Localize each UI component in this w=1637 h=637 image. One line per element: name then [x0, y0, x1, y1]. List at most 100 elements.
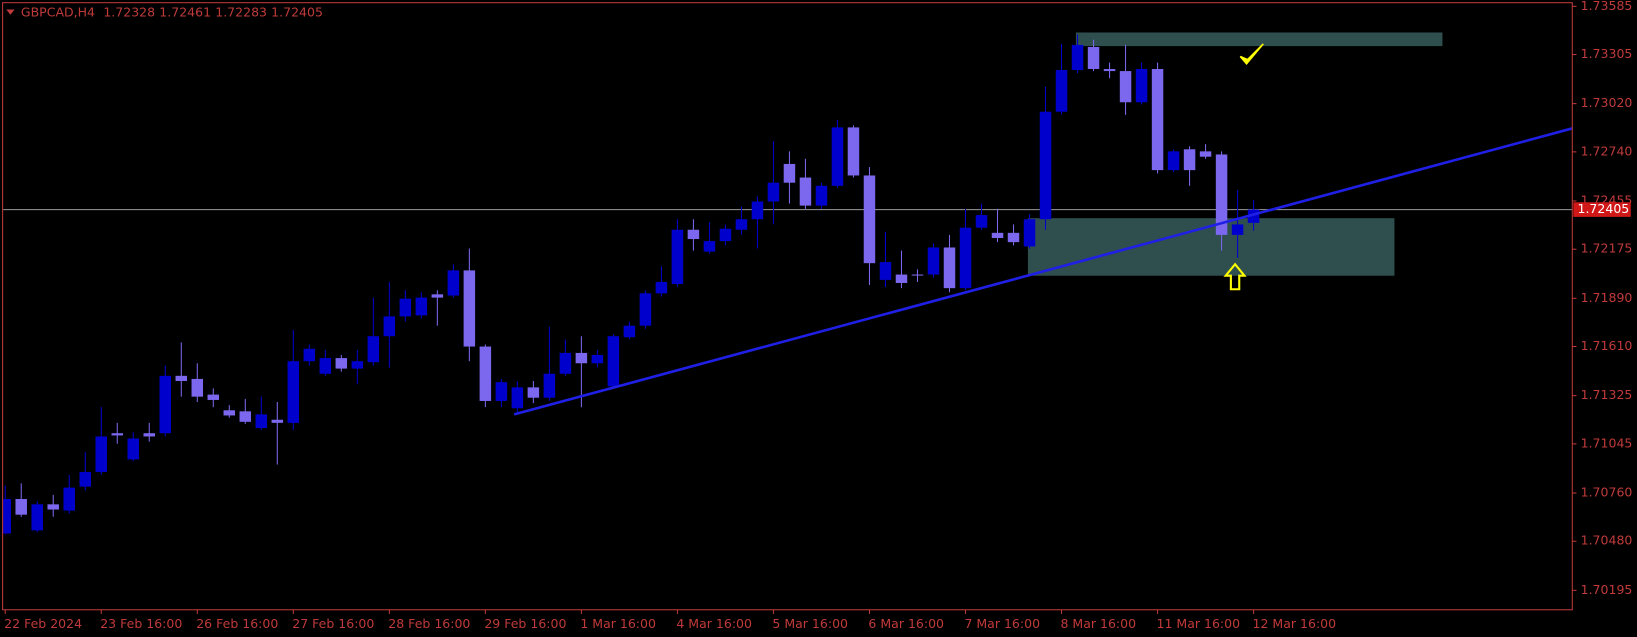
- candle-body: [847, 127, 860, 176]
- candle-body: [1071, 44, 1084, 71]
- candle-body: [1183, 149, 1196, 171]
- x-tick-label: 28 Feb 16:00: [388, 616, 470, 631]
- candle-body: [655, 281, 668, 294]
- candle-body: [671, 229, 684, 285]
- price-tag-bg: [1573, 202, 1631, 217]
- candle-body: [575, 352, 588, 364]
- candle-body: [559, 352, 572, 374]
- menu-arrow[interactable]: [6, 9, 15, 15]
- candle-body: [1167, 151, 1180, 171]
- candle-body: [543, 373, 556, 398]
- candle-body: [687, 229, 700, 240]
- candle-body: [1039, 111, 1052, 220]
- candle-body: [879, 262, 892, 280]
- candle-body: [127, 438, 139, 460]
- x-tick-label: 29 Feb 16:00: [484, 616, 566, 631]
- zone: [1075, 32, 1443, 47]
- candle-body: [111, 433, 123, 436]
- candle-body: [1215, 154, 1228, 235]
- candle-body: [719, 228, 732, 242]
- candle-body: [223, 410, 236, 416]
- plot-area: [3, 32, 1573, 535]
- trendline: [513, 127, 1573, 416]
- x-tick-label: 11 Mar 16:00: [1157, 616, 1241, 631]
- y-tick-label: 1.70195: [1581, 582, 1633, 597]
- candle-body: [255, 414, 268, 429]
- candle-body: [1151, 69, 1164, 171]
- candle-body: [591, 354, 604, 364]
- x-tick-label: 1 Mar 16:00: [580, 616, 656, 631]
- candle-body: [399, 298, 412, 317]
- candle-body: [735, 219, 748, 230]
- header-high: 1.72461: [159, 4, 211, 19]
- candle-body: [271, 419, 284, 423]
- candle-body: [303, 348, 316, 362]
- candle-body: [815, 185, 828, 206]
- y-tick-label: 1.72740: [1581, 143, 1633, 158]
- candle-body: [47, 504, 59, 510]
- candle-body: [207, 394, 220, 400]
- candle-body: [95, 436, 107, 472]
- x-tick-label: 5 Mar 16:00: [772, 616, 848, 631]
- x-tick-label: 8 Mar 16:00: [1060, 616, 1136, 631]
- candle-body: [1055, 70, 1068, 112]
- candle-body: [1007, 232, 1020, 243]
- candle-body: [415, 297, 428, 316]
- candle-body: [639, 293, 652, 326]
- y-tick-label: 1.70480: [1581, 533, 1633, 548]
- candle-body: [767, 182, 780, 202]
- candle-body: [3, 499, 11, 534]
- x-tick-label: 7 Mar 16:00: [964, 616, 1040, 631]
- candle-body: [1199, 151, 1212, 157]
- y-tick-label: 1.73020: [1581, 95, 1633, 110]
- zone: [1027, 218, 1395, 276]
- candle-body: [159, 375, 172, 434]
- candle-body: [911, 274, 924, 276]
- y-tick-label: 1.73305: [1581, 46, 1633, 61]
- candle-body: [1135, 69, 1148, 103]
- candle-body: [463, 270, 476, 347]
- y-tick-label: 1.71325: [1581, 387, 1633, 402]
- x-tick-label: 23 Feb 16:00: [100, 616, 182, 631]
- candle-body: [783, 163, 796, 183]
- candle-body: [191, 378, 204, 397]
- x-tick-label: 27 Feb 16:00: [292, 616, 374, 631]
- candle-body: [1087, 46, 1100, 70]
- candle-body: [623, 325, 636, 338]
- candle-body: [703, 241, 716, 252]
- candle-body: [1119, 71, 1132, 103]
- candle-body: [335, 358, 348, 369]
- candle-body: [607, 336, 620, 387]
- candle-body: [351, 361, 364, 369]
- candle-body: [175, 375, 188, 381]
- candle-body: [479, 346, 492, 401]
- y-tick-label: 1.73585: [1581, 0, 1633, 13]
- candle-body: [367, 336, 380, 363]
- candle-body: [287, 361, 300, 423]
- y-tick-label: 1.71045: [1581, 435, 1633, 450]
- candle-body: [383, 316, 396, 337]
- chart-header: GBPCAD,H4 1.72328 1.72461 1.72283 1.72405: [21, 4, 323, 19]
- candle-body: [751, 201, 764, 220]
- header-low: 1.72283: [215, 4, 267, 19]
- candle-body: [31, 504, 43, 531]
- candle-body: [527, 387, 540, 398]
- header-open: 1.72328: [103, 4, 155, 19]
- candle-body: [1247, 209, 1260, 223]
- candle-body: [831, 127, 844, 186]
- candle-body: [895, 274, 908, 283]
- header-close: 1.72405: [271, 4, 323, 19]
- candle-body: [143, 433, 156, 437]
- candle-body: [927, 247, 940, 275]
- candle-body: [63, 487, 75, 511]
- x-tick-label: 22 Feb 2024: [4, 616, 82, 631]
- candle-body: [495, 382, 508, 401]
- candle-body: [1231, 224, 1244, 235]
- price-tag: 1.72405: [1577, 201, 1629, 216]
- candle-body: [943, 247, 956, 289]
- candle-body: [15, 499, 27, 515]
- candle-body: [975, 215, 988, 228]
